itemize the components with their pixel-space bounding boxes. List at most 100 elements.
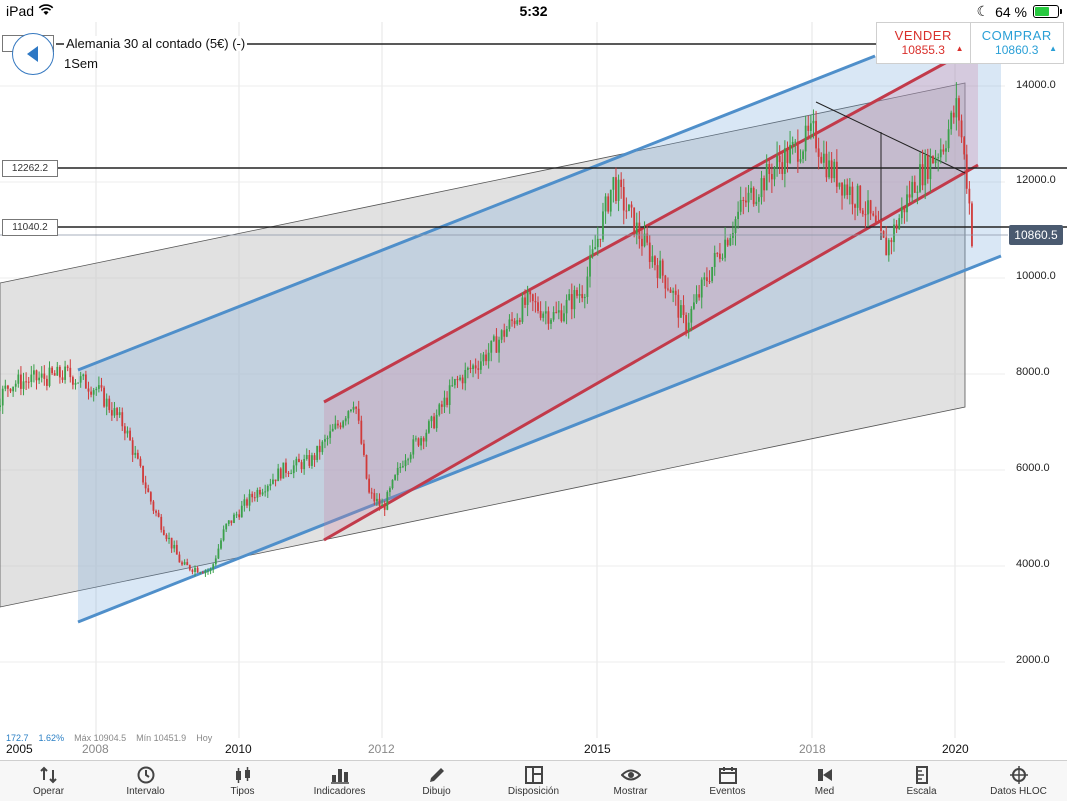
candle-body	[100, 385, 103, 388]
candle-body	[711, 267, 714, 282]
candle-body	[110, 410, 113, 416]
crosshair-icon	[1009, 765, 1028, 784]
candle-body	[612, 177, 615, 190]
candle-body	[272, 479, 274, 484]
buy-button[interactable]: COMPRAR 10860.3 ▲	[969, 23, 1064, 63]
candle-body	[633, 207, 636, 236]
toolbar-med[interactable]: Med	[776, 761, 873, 801]
toolbar-label: Dibujo	[422, 785, 451, 797]
candle-body	[898, 218, 901, 230]
candle-body	[474, 365, 477, 369]
price-chart[interactable]	[0, 22, 1067, 760]
candle-body	[726, 239, 729, 246]
candle-body	[537, 302, 539, 312]
toolbar-mostrar[interactable]: Mostrar	[582, 761, 679, 801]
toolbar-intervalo[interactable]: Intervalo	[97, 761, 194, 801]
red-channel-upper-line	[323, 54, 959, 404]
candle-body	[14, 383, 17, 387]
candle-body	[1, 388, 4, 406]
candle-body	[490, 340, 493, 353]
back-button[interactable]	[12, 33, 54, 75]
x-tick: 2012	[368, 742, 395, 756]
toolbar-dibujo[interactable]: Dibujo	[388, 761, 485, 801]
candle-body	[485, 354, 487, 362]
candle-body	[544, 311, 547, 314]
candle-body	[53, 373, 56, 376]
toolbar-datos-hloc[interactable]: Datos HLOC	[970, 761, 1067, 801]
level-label-2[interactable]: 11040.2	[2, 219, 58, 236]
toolbar-operar[interactable]: Operar	[0, 761, 97, 801]
candle-body	[329, 431, 332, 438]
candle-body	[66, 366, 69, 368]
toolbar-eventos[interactable]: Eventos	[679, 761, 776, 801]
candle-body	[529, 291, 532, 295]
candle-body	[729, 238, 732, 246]
candle-body	[188, 565, 191, 570]
candle-body	[602, 211, 604, 240]
candle-body	[773, 167, 776, 180]
candle-body	[960, 120, 963, 138]
candle-body	[500, 330, 503, 340]
session-high: Máx 10904.5	[74, 733, 127, 743]
candle-body	[199, 572, 202, 574]
candle-body	[87, 388, 90, 392]
candle-body	[401, 466, 404, 468]
toolbar-disposicion[interactable]: Disposición	[485, 761, 582, 801]
candle-body	[160, 516, 163, 530]
candle-body	[859, 185, 862, 211]
candle-body	[35, 370, 38, 381]
candle-body	[890, 240, 893, 243]
sell-button[interactable]: VENDER 10855.3 ▲	[877, 23, 970, 63]
candle-body	[269, 483, 272, 486]
candle-body	[300, 462, 303, 470]
toolbar-escala[interactable]: Escala	[873, 761, 970, 801]
candle-body	[732, 233, 734, 239]
candle-body	[503, 330, 506, 337]
blue-channel-lower-line	[77, 254, 1002, 624]
candle-body	[833, 161, 836, 179]
candle-body	[659, 260, 662, 279]
candle-body	[654, 256, 656, 266]
candle-body	[789, 144, 791, 163]
candle-body	[277, 468, 280, 482]
candle-body	[641, 238, 643, 247]
candle-body	[498, 339, 500, 353]
candle-body	[131, 440, 134, 455]
candle-body	[937, 157, 940, 159]
candle-body	[324, 439, 326, 442]
session-low: Mín 10451.9	[136, 733, 187, 743]
candle-body	[667, 288, 669, 290]
x-tick: 2018	[799, 742, 826, 756]
candle-body	[165, 534, 168, 540]
candle-body	[646, 233, 649, 243]
candle-body	[77, 382, 79, 384]
candle-body	[376, 498, 378, 502]
candle-body	[932, 156, 934, 164]
level-label-1[interactable]: 12262.2	[2, 160, 58, 177]
candle-body	[874, 215, 877, 223]
candle-body	[776, 155, 778, 168]
candle-body	[417, 438, 420, 446]
candle-body	[446, 397, 448, 405]
toolbar-tipos[interactable]: Tipos	[194, 761, 291, 801]
x-tick: 2020	[942, 742, 969, 756]
candle-body	[126, 430, 129, 434]
up-triangle-icon: ▲	[955, 44, 964, 53]
toolbar-label: Datos HLOC	[990, 785, 1047, 797]
candle-body	[531, 294, 534, 302]
candle-body	[820, 156, 823, 163]
candle-body	[448, 385, 451, 405]
candle-body	[168, 537, 170, 540]
candle-body	[552, 311, 555, 320]
change-percent: 1.62%	[38, 733, 65, 743]
back-arrow-icon	[27, 46, 38, 62]
candle-body	[783, 148, 786, 174]
toolbar-label: Eventos	[709, 785, 746, 797]
timeframe-label[interactable]: 1Sem	[64, 56, 98, 71]
candle-body	[778, 155, 781, 163]
candle-body	[334, 423, 337, 429]
candle-body	[256, 489, 259, 498]
toolbar-indicadores[interactable]: Indicadores	[291, 761, 388, 801]
candle-body	[214, 558, 217, 565]
candle-body	[477, 368, 480, 370]
